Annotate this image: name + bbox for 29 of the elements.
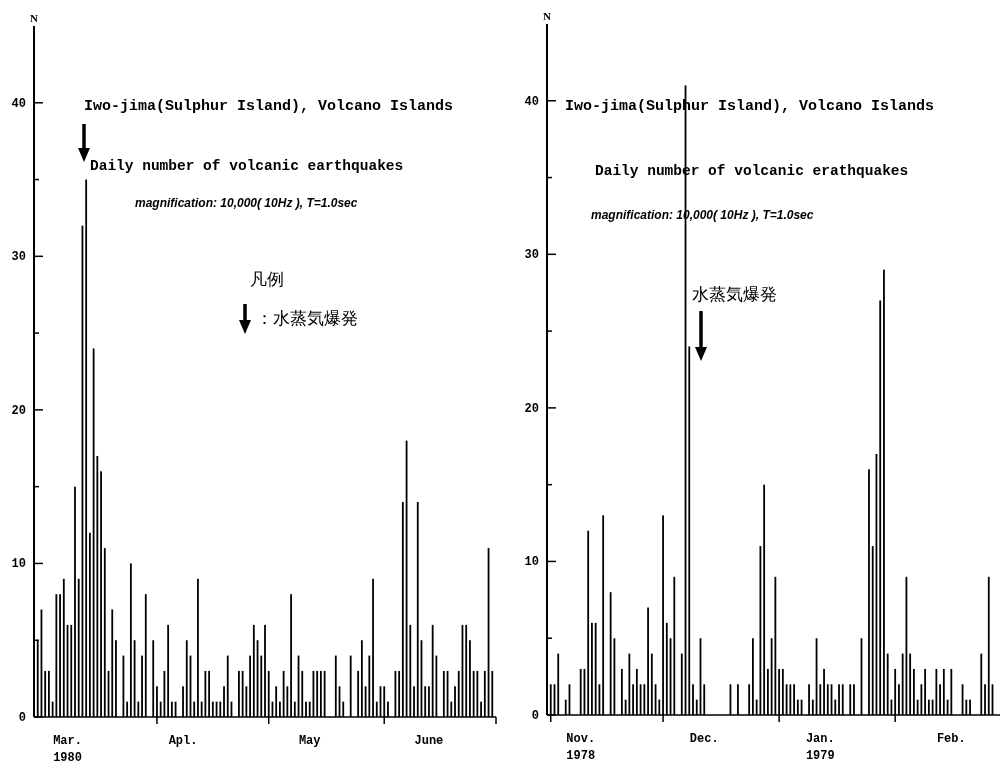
title: Iwo-jima(Sulphur Island), Volcano Islands <box>84 98 454 115</box>
ytick: 20 <box>524 401 539 416</box>
xtick: 1978 <box>566 749 596 763</box>
ytick: 30 <box>524 248 539 263</box>
ytick: 40 <box>524 94 539 109</box>
xtick: 1979 <box>805 749 835 763</box>
ytick: 0 <box>531 709 539 723</box>
ytick: 40 <box>11 96 26 111</box>
ylabel: N <box>543 10 551 22</box>
xtick: 1980 <box>53 751 82 765</box>
ylabel: N <box>30 12 38 24</box>
ytick: 0 <box>18 711 26 725</box>
xtick: June <box>414 734 444 748</box>
xtick: Nov. <box>566 732 596 746</box>
xtick: Dec. <box>689 732 719 746</box>
annotation: magnification: 10,000( 10Hz ), T=1.0sec <box>135 196 358 210</box>
ytick: 10 <box>11 557 26 572</box>
annotation: Daily number of volcanic earthquakes <box>90 158 404 174</box>
ytick: 30 <box>11 250 26 265</box>
annotation: 凡例 <box>250 270 284 289</box>
xtick: Feb. <box>936 732 966 746</box>
ytick: 10 <box>524 555 539 570</box>
xtick: May <box>298 734 321 748</box>
xtick: Mar. <box>53 734 82 748</box>
annotation: 水蒸気爆発 <box>692 285 777 304</box>
annotation: ：水蒸気爆発 <box>256 309 358 328</box>
xtick: Apl. <box>168 734 198 748</box>
ytick: 20 <box>11 403 26 418</box>
xtick: Jan. <box>805 732 835 746</box>
